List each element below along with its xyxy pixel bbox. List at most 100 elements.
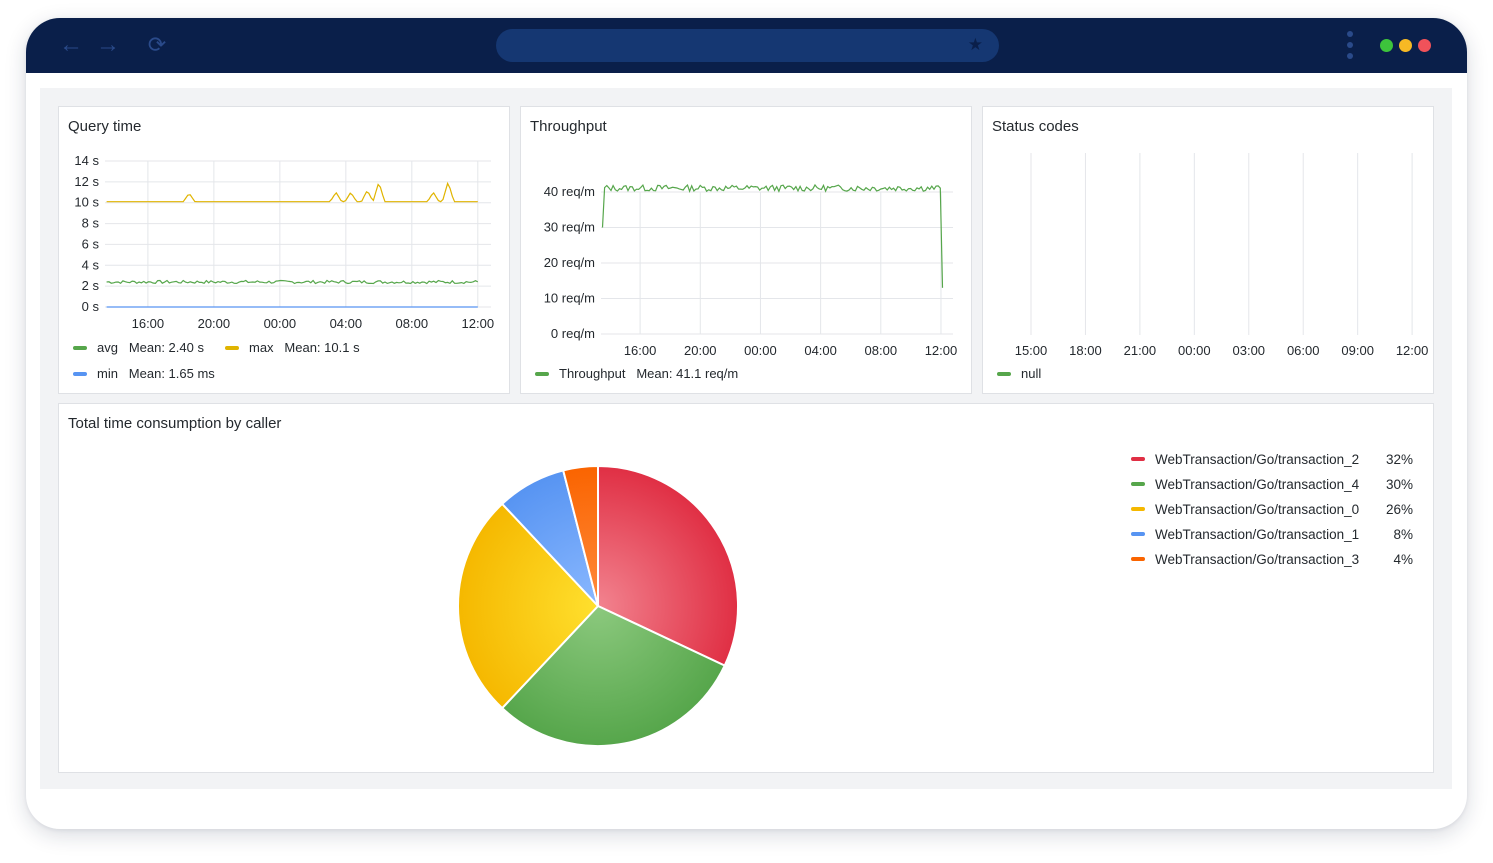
legend-label: max [249, 340, 274, 355]
legend-label: WebTransaction/Go/transaction_0 [1155, 502, 1360, 517]
x-tick-label: 03:00 [1233, 343, 1266, 358]
y-tick-label: 30 req/m [544, 220, 595, 235]
legend-mean: Mean: 2.40 s [128, 340, 204, 355]
legend-swatch [1131, 482, 1145, 487]
series-line-throughput [601, 183, 944, 288]
pie-legend-item[interactable]: WebTransaction/Go/transaction_0 26% [1131, 501, 1413, 519]
window-controls [1380, 39, 1437, 52]
panel-query-time: Query time 14 s 12 s 10 s 8 s 6 s 4 s 2 s 0 s 16… [58, 106, 510, 394]
pie-slice-3 [561, 464, 599, 607]
legend-mean: Mean: 10.1 s [284, 340, 360, 355]
x-tick-label: 00:00 [264, 316, 297, 331]
x-tick-label: 12:00 [925, 343, 958, 358]
x-tick-label: 08:00 [396, 316, 429, 331]
legend-swatch [1131, 532, 1145, 537]
x-tick-label: 12:00 [462, 316, 495, 331]
window-dot-yellow[interactable] [1399, 39, 1412, 52]
legend-item-avg[interactable]: avg Mean: 2.40 s [73, 340, 204, 356]
panel-status-codes: Status codes 15:00 18:00 21:00 00:00 03:00 06… [982, 106, 1434, 394]
legend-item-min[interactable]: min Mean: 1.65 ms [73, 366, 215, 382]
panel-title: Status codes [992, 118, 1079, 135]
legend-label: WebTransaction/Go/transaction_3 [1155, 552, 1360, 567]
legend-label: null [1021, 366, 1042, 381]
legend-swatch [1131, 557, 1145, 562]
legend-percent: 8% [1393, 527, 1413, 542]
legend-swatch [73, 371, 87, 376]
legend-item-max[interactable]: max Mean: 10.1 s [225, 340, 360, 356]
y-tick-label: 0 req/m [551, 326, 595, 341]
legend-swatch [1131, 457, 1145, 462]
x-tick-label: 00:00 [1178, 343, 1211, 358]
pie-legend-item[interactable]: WebTransaction/Go/transaction_2 32% [1131, 451, 1413, 469]
legend-percent: 26% [1385, 502, 1413, 517]
legend-swatch [1131, 507, 1145, 512]
time-by-caller-pie [456, 464, 739, 748]
x-tick-label: 06:00 [1287, 343, 1320, 358]
arrow-right-icon[interactable]: → [96, 31, 120, 58]
x-tick-label: 20:00 [684, 343, 717, 358]
throughput-chart: 40 req/m 30 req/m 20 req/m 10 req/m 0 req/m 1… [544, 183, 958, 358]
pie-legend-item[interactable]: WebTransaction/Go/transaction_1 8% [1131, 526, 1413, 544]
x-tick-label: 09:00 [1341, 343, 1374, 358]
kebab-menu-icon[interactable] [1346, 28, 1354, 64]
x-tick-label: 18:00 [1069, 343, 1102, 358]
x-tick-label: 16:00 [132, 316, 165, 331]
query-time-chart: 14 s 12 s 10 s 8 s 6 s 4 s 2 s 0 s 16:00 20:00 00:… [74, 153, 495, 331]
legend-label: Throughput [559, 366, 626, 381]
legend-swatch [997, 371, 1011, 376]
legend-percent: 30% [1385, 477, 1413, 492]
y-tick-label: 4 s [82, 257, 100, 272]
y-tick-label: 10 s [74, 195, 99, 210]
y-tick-label: 20 req/m [544, 255, 595, 270]
panel-title: Query time [68, 118, 142, 135]
x-tick-label: 12:00 [1396, 343, 1429, 358]
legend-label: WebTransaction/Go/transaction_1 [1155, 527, 1360, 542]
legend-label: WebTransaction/Go/transaction_2 [1155, 452, 1360, 467]
pie-legend-item[interactable]: WebTransaction/Go/transaction_4 30% [1131, 476, 1413, 494]
window-dot-green[interactable] [1380, 39, 1393, 52]
x-tick-label: 04:00 [330, 316, 363, 331]
legend-swatch [225, 345, 239, 350]
panel-title: Total time consumption by caller [68, 415, 282, 432]
y-tick-label: 40 req/m [544, 184, 595, 199]
x-tick-label: 20:00 [198, 316, 231, 331]
x-tick-label: 04:00 [804, 343, 837, 358]
y-tick-label: 0 s [82, 299, 100, 314]
star-icon[interactable]: ★ [967, 35, 983, 54]
dashboard: Query time 14 s 12 s 10 s 8 s 6 s 4 s 2 s 0 s 16… [40, 88, 1452, 789]
legend-swatch [535, 371, 549, 376]
status-codes-chart: 15:00 18:00 21:00 00:00 03:00 06:00 09:00 12:00 [1015, 153, 1429, 358]
legend-label: avg [97, 340, 118, 355]
y-tick-label: 10 req/m [544, 291, 595, 306]
x-tick-label: 00:00 [744, 343, 777, 358]
legend-item-throughput[interactable]: Throughput Mean: 41.1 req/m [535, 366, 738, 382]
pie-slice-4 [500, 604, 727, 748]
legend-label: WebTransaction/Go/transaction_4 [1155, 477, 1360, 492]
y-tick-label: 6 s [82, 236, 100, 251]
browser-toolbar: ← → ⟳ ★ [26, 18, 1467, 73]
legend-percent: 32% [1385, 452, 1413, 467]
browser-window: ← → ⟳ ★ Query time 14 s 12 s 10 s 8 s 6 s 4 s… [26, 18, 1467, 829]
pie-legend-item[interactable]: WebTransaction/Go/transaction_3 4% [1131, 551, 1413, 569]
y-tick-label: 8 s [82, 216, 100, 231]
legend-mean: Mean: 1.65 ms [128, 366, 215, 381]
address-bar[interactable]: ★ [496, 29, 999, 62]
legend-swatch [73, 345, 87, 350]
x-tick-label: 16:00 [624, 343, 657, 358]
x-tick-label: 15:00 [1015, 343, 1048, 358]
reload-icon[interactable]: ⟳ [147, 32, 167, 57]
legend-item-null[interactable]: null [997, 366, 1041, 382]
y-tick-label: 12 s [74, 174, 99, 189]
window-dot-red[interactable] [1418, 39, 1431, 52]
legend-label: min [97, 366, 118, 381]
arrow-left-icon[interactable]: ← [59, 31, 83, 58]
legend-percent: 4% [1393, 552, 1413, 567]
legend-mean: Mean: 41.1 req/m [636, 366, 739, 381]
panel-title: Throughput [530, 118, 607, 135]
x-tick-label: 08:00 [865, 343, 898, 358]
series-line-avg [106, 279, 479, 285]
y-tick-label: 2 s [82, 278, 100, 293]
pie-slice-0 [456, 502, 600, 710]
panel-throughput: Throughput 40 req/m 30 req/m 20 req/m 10 re… [520, 106, 972, 394]
panel-time-by-caller: Total time consumption by caller WebTran… [58, 403, 1434, 773]
